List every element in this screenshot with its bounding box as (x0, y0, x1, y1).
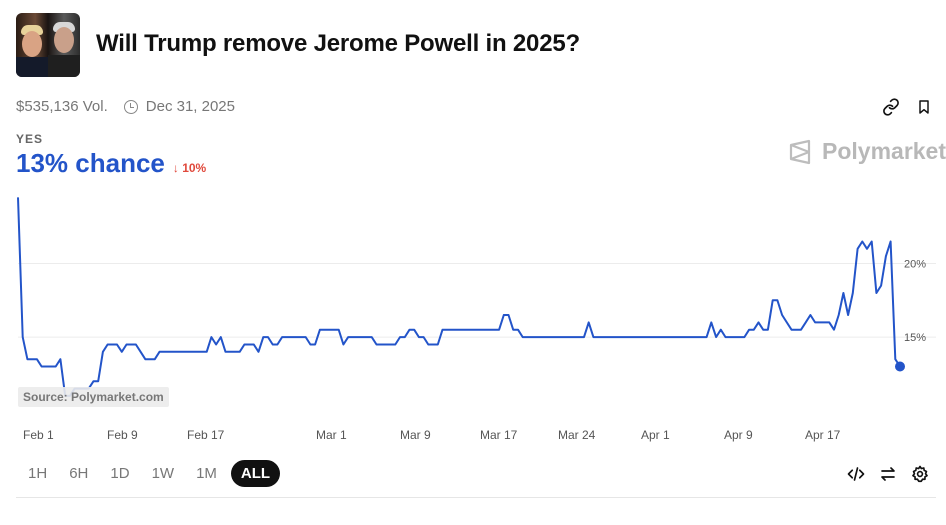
swap-arrows-icon[interactable] (877, 463, 899, 485)
thumbnail-figure-right-suit (48, 55, 80, 77)
brand-name: Polymarket (822, 138, 946, 164)
bookmark-icon[interactable] (913, 96, 935, 118)
thumbnail-figure-right-face (54, 27, 74, 53)
thumbnail-figure-left-suit (16, 57, 48, 77)
chance-display: 13% chance ↓ 10% (16, 148, 206, 179)
code-icon[interactable] (845, 463, 867, 485)
source-label: Source: Polymarket.com (18, 387, 169, 407)
x-tick-label: Feb 17 (187, 428, 225, 442)
x-tick-label: Mar 1 (316, 428, 347, 442)
thumbnail-figure-left-hair (21, 25, 43, 35)
x-tick-label: Apr 17 (805, 428, 841, 442)
price-chart[interactable]: 15% 20% Feb 1 Feb 9 Feb 17 Mar 1 Mar 9 Mar 17 Ma… (0, 190, 946, 450)
x-tick-label: Feb 9 (107, 428, 138, 442)
y-tick-label: 15% (904, 332, 926, 344)
series-line (17, 197, 901, 397)
range-button-6h[interactable]: 6H (69, 465, 89, 482)
x-tick-label: Mar 24 (558, 428, 596, 442)
y-tick-label: 20% (904, 259, 926, 271)
x-tick-label: Mar 17 (480, 428, 518, 442)
polymarket-logo: Polymarket (788, 138, 946, 165)
thumbnail-figure-left-face (22, 31, 42, 57)
market-title: Will Trump remove Jerome Powell in 2025? (96, 30, 580, 57)
market-meta: $535,136 Vol. Dec 31, 2025 (16, 98, 235, 115)
gear-icon[interactable] (909, 463, 931, 485)
range-button-1d[interactable]: 1D (110, 465, 130, 482)
outcome-label: YES (16, 132, 44, 146)
end-date-text: Dec 31, 2025 (145, 98, 235, 115)
range-button-1w[interactable]: 1W (151, 465, 175, 482)
range-button-1m[interactable]: 1M (196, 465, 217, 482)
time-range-selector: 1H 6H 1D 1W 1M ALL (20, 460, 286, 487)
chance-change: ↓ 10% (172, 161, 207, 175)
x-tick-label: Feb 1 (23, 428, 54, 442)
polymarket-logo-icon (789, 139, 811, 164)
current-value-dot (895, 361, 905, 372)
x-tick-label: Mar 9 (400, 428, 431, 442)
range-button-all[interactable]: ALL (230, 460, 281, 487)
link-icon[interactable] (880, 96, 902, 118)
x-tick-label: Apr 9 (724, 428, 753, 442)
bottom-divider (16, 497, 936, 498)
chance-text: 13% chance (16, 148, 165, 178)
market-thumbnail (16, 13, 80, 77)
clock-icon (123, 99, 138, 114)
x-tick-label: Apr 1 (641, 428, 670, 442)
volume-text: $535,136 Vol. (16, 98, 108, 115)
range-button-1h[interactable]: 1H (28, 465, 48, 482)
